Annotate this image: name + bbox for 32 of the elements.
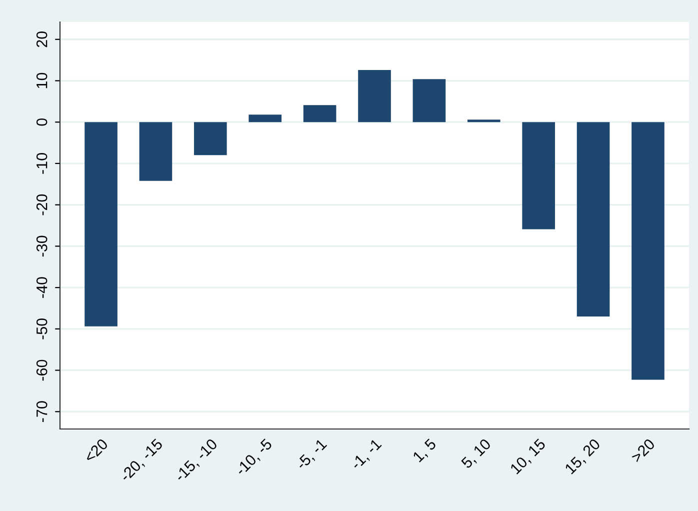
y-tick-label: -10 [36,153,48,174]
y-tick-label: -30 [36,236,48,257]
bar [303,105,336,122]
bar [84,122,118,326]
bar [194,122,227,156]
bar [139,122,172,181]
y-tick-label: -20 [36,194,48,216]
x-tick-label: -10, -5 [234,438,274,478]
bar [248,114,282,122]
y-tick-label: -70 [36,401,48,422]
bar [522,122,555,230]
bar [412,79,446,122]
bar [467,120,500,122]
x-tick-label: 10, 15 [510,438,548,476]
bar [358,70,391,122]
bar [576,122,610,316]
x-tick-label: -15, -10 [174,438,220,484]
y-tick-label: -60 [36,360,48,381]
x-tick-label: -5, -1 [295,438,328,472]
y-tick-label: 10 [36,72,48,88]
x-tick-label: <20 [84,438,109,464]
bar [632,122,664,380]
y-tick-label: 20 [36,31,48,48]
y-tick-label: -50 [36,318,48,340]
x-tick-label: -20, -15 [119,438,164,484]
x-tick-label: >20 [630,438,656,464]
y-tick-label: -40 [36,277,48,298]
y-tick-label: 0 [36,118,48,126]
x-tick-label: 1, 5 [412,438,438,464]
x-tick-label: 15, 20 [564,438,602,476]
x-tick-label: 5, 10 [460,438,493,470]
x-tick-label: -1, -1 [350,438,384,472]
